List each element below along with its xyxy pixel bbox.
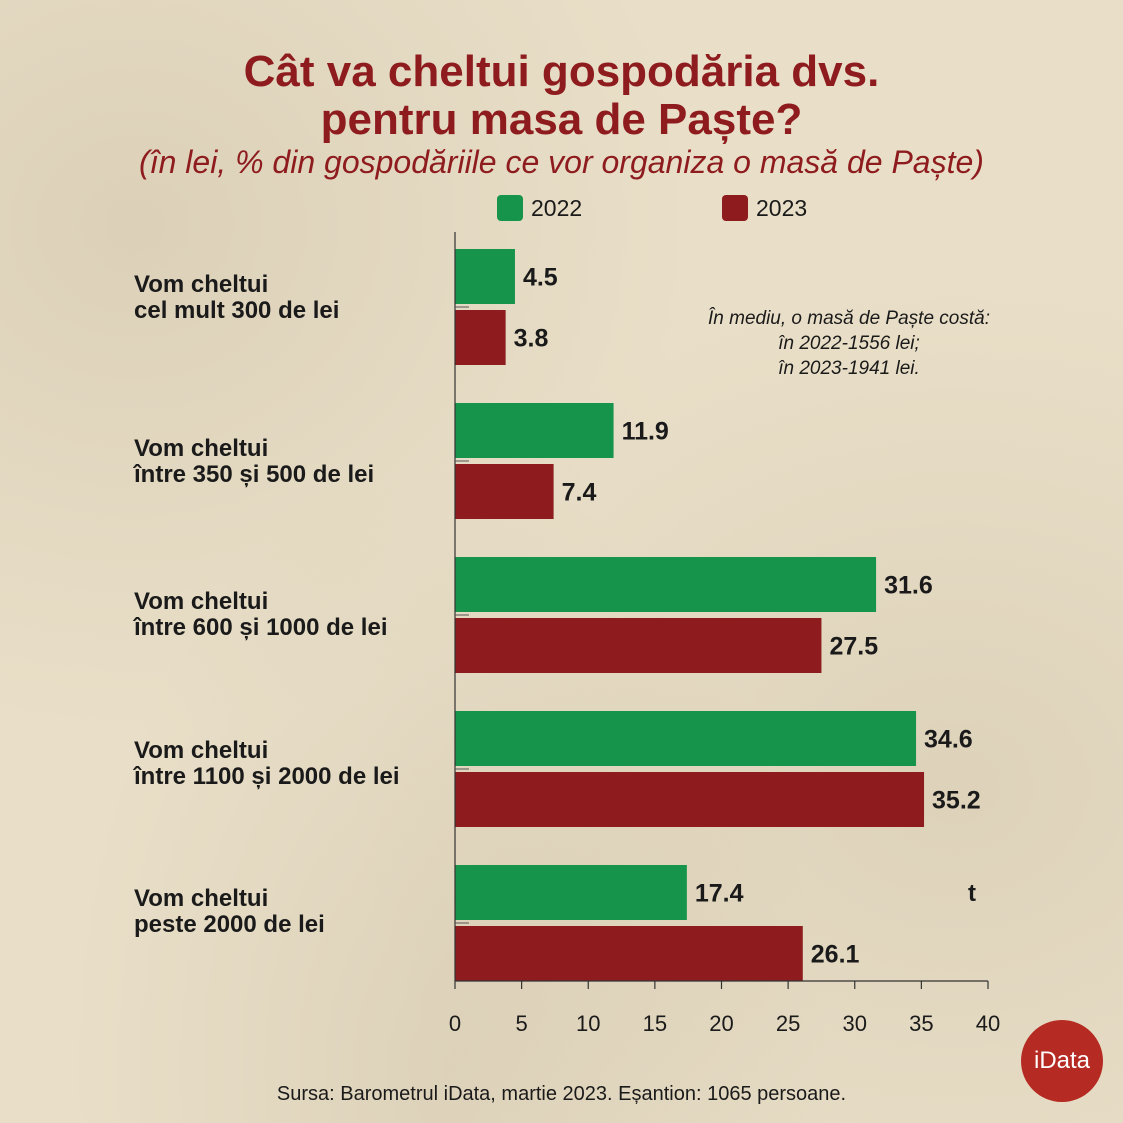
x-tick-label-0: 0 [449,1011,461,1036]
legend-label-2022: 2022 [531,194,583,221]
x-tick-label-5: 5 [516,1011,528,1036]
value-label-2022-1: 4.5 [523,264,558,292]
bar-2023-4 [455,772,925,827]
note-line-3: în 2023-1941 lei. [778,358,920,379]
x-tick-label-10: 10 [576,1011,600,1036]
bar-2022-4 [455,711,917,766]
category-label-1-line-1: Vom cheltui [134,271,269,298]
category-label-5-line-1: Vom cheltui [134,885,269,912]
category-label-4-line-2: între 1100 și 2000 de lei [134,763,400,790]
chart-subtitle: (în lei, % din gospodăriile ce vor organ… [139,144,984,180]
value-label-2023-5: 26.1 [811,941,860,969]
bar-2023-1 [455,310,506,365]
category-label-4-line-1: Vom cheltui [134,737,269,764]
legend-label-2023: 2023 [756,194,808,221]
chart-title-line-2: pentru masa de Paște? [320,95,803,144]
chart-title-line-1: Cât va cheltui gospodăria dvs. [243,47,880,96]
idata-logo: iData [1021,1020,1103,1102]
bar-2022-5 [455,865,687,920]
category-label-1-line-2: cel mult 300 de lei [134,297,340,324]
category-label-4: Vom cheltui între 1100 și 2000 de lei [134,738,454,790]
category-label-5: Vom cheltui peste 2000 de lei [134,886,454,938]
legend-item-2022: 2022 [497,194,582,222]
x-tick-label-25: 25 [776,1011,800,1036]
category-label-3: Vom cheltui între 600 și 1000 de lei [134,589,454,641]
x-tick-label-20: 20 [709,1011,733,1036]
source-footer: Sursa: Barometrul iData, martie 2023. Eș… [276,1083,847,1105]
value-label-2023-1: 3.8 [514,325,549,353]
category-label-2: Vom cheltui între 350 și 500 de lei [134,436,454,488]
value-label-2022-2: 11.9 [622,418,669,446]
bar-2022-2 [455,403,614,458]
average-cost-note: În mediu, o masă de Paște costă: în 2022… [664,306,1034,381]
x-tick-label-15: 15 [643,1011,667,1036]
bar-2023-2 [455,464,554,519]
note-line-2: în 2022-1556 lei; [778,333,920,354]
category-label-2-line-1: Vom cheltui [134,435,269,462]
value-label-2023-2: 7.4 [562,479,597,507]
logo-text: iData [1033,1047,1091,1074]
x-tick-label-35: 35 [909,1011,933,1036]
category-label-3-line-2: între 600 și 1000 de lei [134,614,388,641]
bar-2023-3 [455,618,822,673]
note-line-1: În mediu, o masă de Paște costă: [708,308,990,329]
bar-2022-1 [455,249,515,304]
category-label-1: Vom cheltui cel mult 300 de lei [134,272,454,324]
value-label-2022-3: 31.6 [884,572,933,600]
legend-swatch-2022 [497,195,523,221]
value-label-2023-4: 35.2 [932,787,981,815]
value-label-2022-4: 34.6 [924,726,973,754]
value-label-2023-3: 27.5 [829,633,878,661]
bar-2023-5 [455,926,803,981]
x-tick-label-40: 40 [976,1011,1000,1036]
stray-character: t [968,880,976,907]
x-tick-label-30: 30 [843,1011,867,1036]
legend-swatch-2023 [722,195,748,221]
legend-item-2023: 2023 [722,194,807,222]
category-label-3-line-1: Vom cheltui [134,588,269,615]
category-label-5-line-2: peste 2000 de lei [134,911,325,938]
value-label-2022-5: 17.4 [695,880,744,908]
category-label-2-line-2: între 350 și 500 de lei [134,461,375,488]
bar-2022-3 [455,557,877,612]
